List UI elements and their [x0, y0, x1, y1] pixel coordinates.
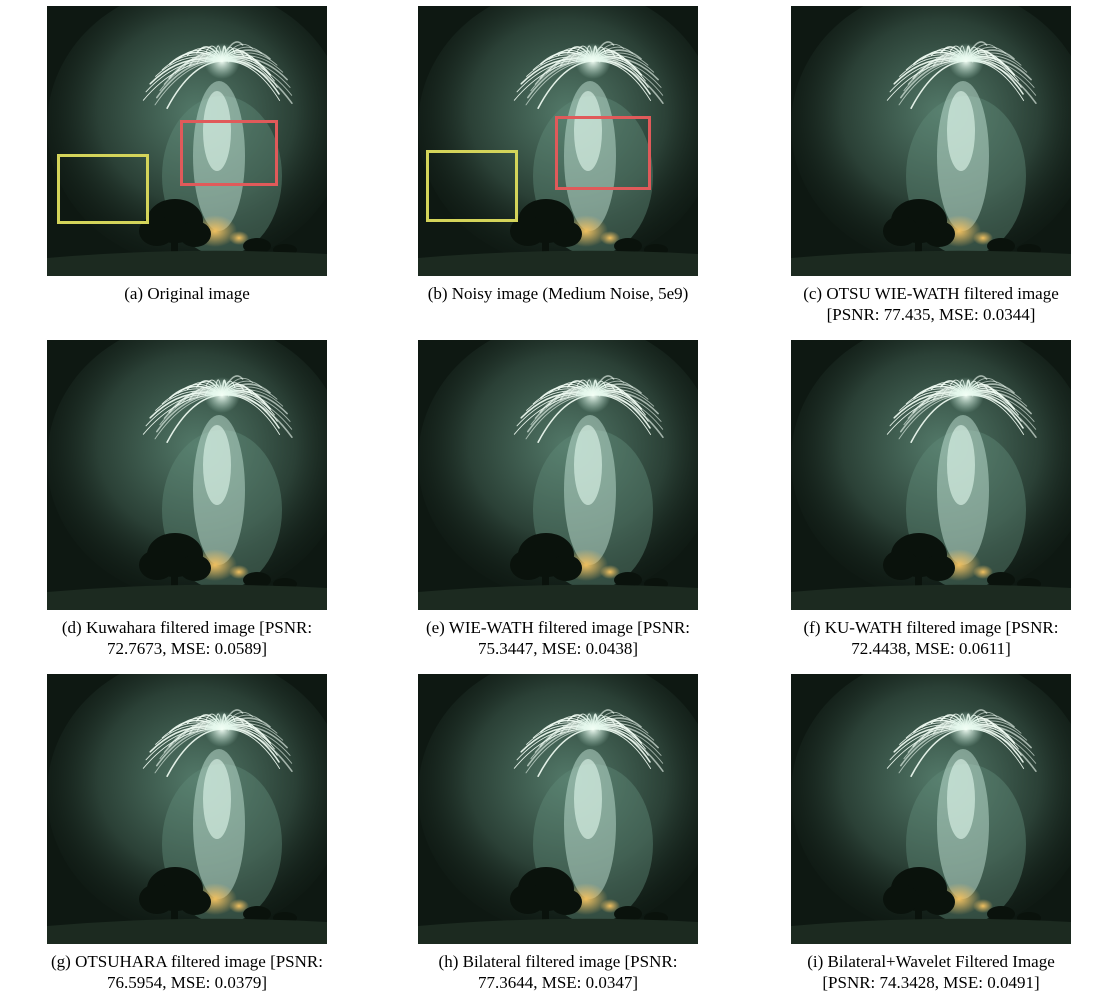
caption-d: (d) Kuwahara filtered image [PSNR: 72.76… [7, 617, 367, 659]
panel-image-d [47, 340, 327, 610]
fireworks-photo-a [47, 6, 327, 276]
caption-a: (a) Original image [7, 283, 367, 304]
caption-h-line-2: 77.3644, MSE: 0.0347] [477, 973, 639, 992]
panel-image-b [418, 6, 698, 276]
caption-f-line-2: 72.4438, MSE: 0.0611] [851, 639, 1011, 658]
caption-e-line-1: (e) WIE-WATH filtered image [PSNR: [425, 618, 691, 637]
fireworks-photo-h [418, 674, 698, 944]
panel-image-h [418, 674, 698, 944]
panel-image-a [47, 6, 327, 276]
caption-e-line-2: 75.3447, MSE: 0.0438] [477, 639, 639, 658]
panel-image-e [418, 340, 698, 610]
fireworks-photo-b [418, 6, 698, 276]
caption-i-line-1: (i) Bilateral+Wavelet Filtered Image [807, 952, 1055, 971]
fireworks-photo-g [47, 674, 327, 944]
highlight-box-red [180, 120, 278, 186]
fireworks-photo-i [791, 674, 1071, 944]
fireworks-photo-d [47, 340, 327, 610]
caption-i-line-2: [PSNR: 74.3428, MSE: 0.0491] [822, 973, 1040, 992]
caption-h: (h) Bilateral filtered image [PSNR: 77.3… [378, 951, 738, 993]
caption-i: (i) Bilateral+Wavelet Filtered Image [PS… [751, 951, 1093, 993]
caption-f: (f) KU-WATH filtered image [PSNR: 72.443… [751, 617, 1093, 659]
caption-c-line-2: [PSNR: 77.435, MSE: 0.0344] [826, 305, 1036, 324]
highlight-box-red [555, 116, 651, 190]
fireworks-photo-c [791, 6, 1071, 276]
caption-e: (e) WIE-WATH filtered image [PSNR: 75.34… [378, 617, 738, 659]
caption-d-line-1: (d) Kuwahara filtered image [PSNR: [61, 618, 313, 637]
highlight-box-yellow [426, 150, 518, 222]
panel-image-i [791, 674, 1071, 944]
caption-f-line-1: (f) KU-WATH filtered image [PSNR: [803, 618, 1059, 637]
fireworks-photo-f [791, 340, 1071, 610]
panel-image-c [791, 6, 1071, 276]
caption-d-line-2: 72.7673, MSE: 0.0589] [106, 639, 268, 658]
fireworks-photo-e [418, 340, 698, 610]
highlight-box-yellow [57, 154, 149, 224]
panel-image-f [791, 340, 1071, 610]
panel-image-g [47, 674, 327, 944]
caption-a-line-1: (a) Original image [124, 284, 250, 303]
caption-g-line-1: (g) OTSUHARA filtered image [PSNR: [51, 952, 323, 971]
caption-b: (b) Noisy image (Medium Noise, 5e9) [378, 283, 738, 304]
caption-c-line-1: (c) OTSU WIE-WATH filtered image [803, 284, 1059, 303]
caption-b-line-1: (b) Noisy image (Medium Noise, 5e9) [427, 284, 689, 303]
caption-g: (g) OTSUHARA filtered image [PSNR: 76.59… [7, 951, 367, 993]
caption-g-line-2: 76.5954, MSE: 0.0379] [106, 973, 268, 992]
caption-c: (c) OTSU WIE-WATH filtered image [PSNR: … [751, 283, 1093, 325]
caption-h-line-1: (h) Bilateral filtered image [PSNR: [438, 952, 678, 971]
